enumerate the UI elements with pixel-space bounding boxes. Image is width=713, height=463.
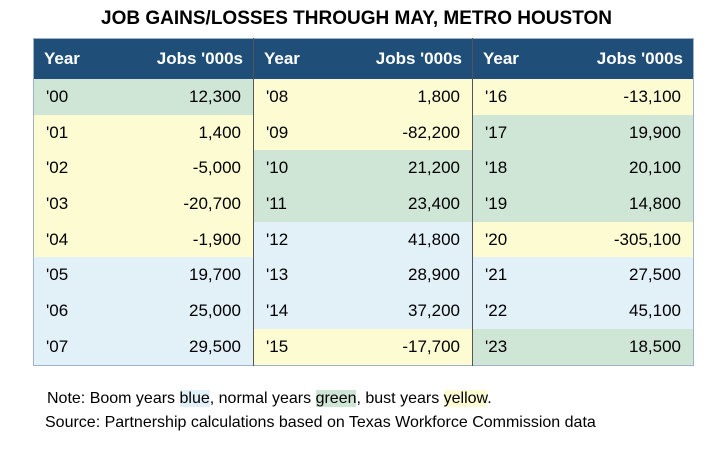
year-cell: '13 xyxy=(253,257,341,294)
table-row: '03 -20,700'11 23,400'19 14,800 xyxy=(33,186,694,222)
year-cell: '15 xyxy=(253,328,341,365)
title: JOB GAINS/LOSSES THROUGH MAY, METRO HOUS… xyxy=(101,8,612,29)
year-cell: '09 xyxy=(253,114,341,151)
note-highlight: yellow xyxy=(443,390,488,407)
jobs-cell: 18,500 xyxy=(559,328,694,365)
year-cell: '19 xyxy=(472,186,560,222)
header-cell: Year xyxy=(253,38,341,79)
header-cell: Year xyxy=(472,38,560,79)
jobs-cell: 23,400 xyxy=(340,186,473,222)
jobs-cell: -305,100 xyxy=(559,221,694,258)
year-cell: '10 xyxy=(253,150,341,187)
year-cell: '11 xyxy=(253,186,341,222)
jobs-cell: 12,300 xyxy=(120,79,254,115)
note-text: , bust years xyxy=(356,390,444,407)
year-cell: '18 xyxy=(472,150,560,187)
year-cell: '04 xyxy=(33,221,121,258)
note: Note: Boom years blue, normal years gree… xyxy=(47,390,492,408)
jobs-table: Year Jobs '000s Year Jobs '000s Year Jobs '00… xyxy=(33,38,694,366)
note-text: , normal years xyxy=(209,390,316,407)
jobs-cell: -17,700 xyxy=(340,328,473,365)
year-cell: '07 xyxy=(33,328,121,365)
jobs-cell: -82,200 xyxy=(340,114,473,151)
jobs-cell: 21,200 xyxy=(340,150,473,187)
jobs-cell: 25,000 xyxy=(120,293,254,329)
year-cell: '17 xyxy=(472,114,560,151)
header-cell: Jobs '000s xyxy=(120,38,254,79)
table-row: '04 -1,900'12 41,800'20 -305,100 xyxy=(33,221,694,258)
header-row: Year Jobs '000s Year Jobs '000s Year Jobs '00… xyxy=(33,38,694,79)
year-cell: '03 xyxy=(33,186,121,222)
table-row: '07 29,500'15 -17,700'23 18,500 xyxy=(33,328,694,365)
table-row: '01 1,400'09 -82,200'17 19,900 xyxy=(33,114,694,151)
table-body: '00 12,300'08 1,800'16 -13,100'01 1,400'09 -8… xyxy=(33,79,694,365)
jobs-cell: 1,800 xyxy=(340,79,473,115)
table-row: '00 12,300'08 1,800'16 -13,100 xyxy=(33,79,694,115)
year-cell: '21 xyxy=(472,257,560,294)
year-cell: '22 xyxy=(472,293,560,329)
note-text: . xyxy=(487,390,492,407)
jobs-cell: -20,700 xyxy=(120,186,254,222)
year-cell: '05 xyxy=(33,257,121,294)
jobs-cell: 41,800 xyxy=(340,221,473,258)
jobs-cell: -13,100 xyxy=(559,79,694,115)
year-cell: '02 xyxy=(33,150,121,187)
jobs-cell: -5,000 xyxy=(120,150,254,187)
jobs-cell: 20,100 xyxy=(559,150,694,187)
year-cell: '00 xyxy=(33,79,121,115)
jobs-cell: 14,800 xyxy=(559,186,694,222)
jobs-cell: 1,400 xyxy=(120,114,254,151)
table-row: '02 -5,000'10 21,200'18 20,100 xyxy=(33,150,694,187)
note-highlight: blue xyxy=(179,390,210,407)
year-cell: '01 xyxy=(33,114,121,151)
jobs-cell: 45,100 xyxy=(559,293,694,329)
header-cell: Jobs '000s xyxy=(559,38,694,79)
year-cell: '06 xyxy=(33,293,121,329)
year-cell: '12 xyxy=(253,221,341,258)
table-row: '05 19,700'13 28,900'21 27,500 xyxy=(33,257,694,294)
source: Source: Partnership calculations based o… xyxy=(45,414,596,431)
year-cell: '14 xyxy=(253,293,341,329)
jobs-cell: 19,900 xyxy=(559,114,694,151)
jobs-cell: 29,500 xyxy=(120,328,254,365)
note-highlight: green xyxy=(315,390,357,407)
year-cell: '08 xyxy=(253,79,341,115)
jobs-cell: 28,900 xyxy=(340,257,473,294)
note-text: Note: Boom years xyxy=(47,390,180,407)
year-cell: '16 xyxy=(472,79,560,115)
table-row: '06 25,000'14 37,200'22 45,100 xyxy=(33,293,694,329)
year-cell: '23 xyxy=(472,328,560,365)
header-cell: Year xyxy=(33,38,121,79)
header-cell: Jobs '000s xyxy=(340,38,473,79)
jobs-cell: -1,900 xyxy=(120,221,254,258)
jobs-cell: 19,700 xyxy=(120,257,254,294)
jobs-cell: 27,500 xyxy=(559,257,694,294)
year-cell: '20 xyxy=(472,221,560,258)
jobs-cell: 37,200 xyxy=(340,293,473,329)
